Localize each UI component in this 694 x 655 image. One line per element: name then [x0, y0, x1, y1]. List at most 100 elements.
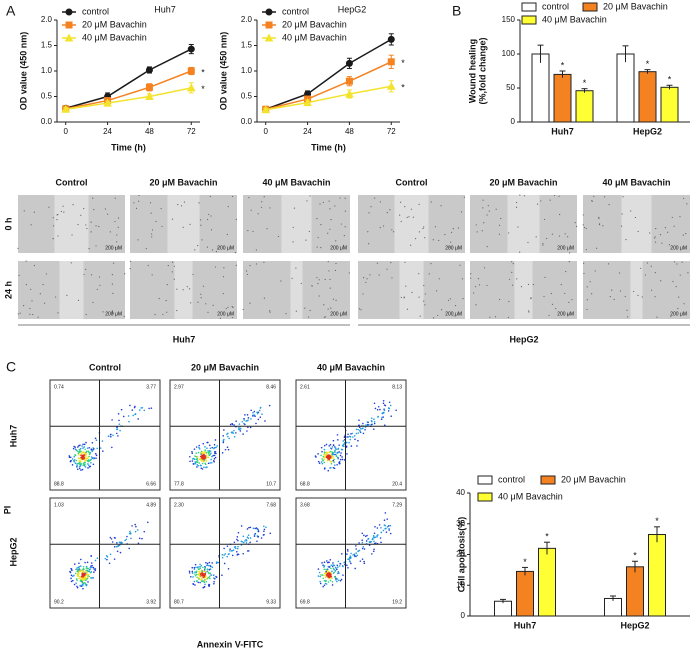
- cell-speck: [404, 205, 406, 208]
- cell-speck: [474, 286, 477, 288]
- cytometry-dot: [329, 579, 332, 582]
- cytometry-dot: [76, 579, 78, 582]
- y-tick-label: 20: [456, 550, 465, 559]
- cytometry-dot: [339, 454, 342, 457]
- cytometry-dot: [79, 458, 82, 460]
- cell-speck: [145, 248, 147, 250]
- cell-speck: [177, 204, 179, 206]
- cytometry-dot: [247, 417, 250, 419]
- cytometry-dot: [208, 561, 211, 564]
- cell-speck: [622, 196, 624, 198]
- cell-speck: [598, 216, 600, 218]
- cytometry-dot: [235, 432, 237, 434]
- cytometry-dot: [204, 446, 206, 448]
- cytometry-dot: [341, 565, 344, 567]
- cell-speck: [676, 263, 678, 265]
- cell-speck: [406, 308, 409, 310]
- cell-speck: [334, 205, 336, 207]
- cytometry-dot: [325, 443, 328, 446]
- cytometry-dot: [83, 578, 86, 581]
- cell-speck: [66, 294, 68, 296]
- cell-speck: [438, 278, 440, 280]
- cell-speck: [444, 234, 446, 236]
- cytometry-dot: [318, 462, 321, 465]
- scale-label: 200 μM: [105, 311, 122, 317]
- cell-speck: [449, 298, 451, 300]
- cell-speck: [37, 316, 39, 318]
- cytometry-dot: [224, 553, 227, 555]
- cytometry-dot: [95, 439, 98, 442]
- cytometry-dot: [93, 568, 95, 570]
- cytometry-dot: [325, 560, 328, 562]
- cytometry-dot: [80, 576, 82, 579]
- cell-speck: [586, 299, 588, 301]
- cytometry-dot: [244, 414, 246, 416]
- wound-gap: [399, 261, 424, 319]
- cytometry-dot: [110, 538, 113, 540]
- cell-speck: [368, 243, 370, 245]
- cytometry-dot: [322, 585, 324, 588]
- cell-speck: [609, 295, 611, 298]
- cytometry-dot: [213, 454, 216, 457]
- cytometry-dot: [373, 422, 376, 425]
- cytometry-dot: [263, 530, 265, 533]
- cytometry-dot: [333, 564, 336, 567]
- cytometry-dot: [359, 427, 362, 430]
- cytometry-dot: [83, 443, 86, 446]
- cytometry-dot: [191, 570, 194, 573]
- cytometry-dot: [76, 450, 79, 452]
- cell-speck: [664, 227, 667, 229]
- marker: [303, 98, 312, 107]
- cytometry-dot: [195, 458, 198, 461]
- cell-speck: [151, 236, 153, 238]
- cell-speck: [85, 224, 87, 226]
- quadrant-value: 10.7: [266, 481, 276, 487]
- cell-speck: [366, 278, 368, 280]
- cell-speck: [536, 203, 539, 205]
- cell-speck: [450, 231, 453, 233]
- cell-speck: [188, 288, 191, 290]
- cytometry-dot: [332, 564, 334, 566]
- group-label: Huh7: [173, 334, 196, 344]
- cytometry-dot: [209, 568, 212, 571]
- cytometry-dot: [78, 465, 81, 468]
- cell-speck: [475, 304, 477, 306]
- cytometry-dot: [364, 535, 367, 538]
- cell-speck: [430, 263, 432, 265]
- cytometry-dot: [204, 583, 206, 586]
- cytometry-dot: [113, 545, 116, 548]
- cell-speck: [482, 207, 484, 209]
- cytometry-dot: [203, 580, 205, 582]
- cytometry-dot: [106, 558, 108, 561]
- cell-speck: [543, 218, 546, 221]
- cytometry-dot: [354, 555, 356, 558]
- cell-speck: [323, 316, 325, 318]
- cell-speck: [207, 311, 209, 313]
- cytometry-dot: [372, 534, 375, 537]
- cytometry-dot: [252, 411, 254, 414]
- bar: [638, 71, 657, 123]
- cytometry-dot: [116, 428, 119, 431]
- legend-swatch: [521, 15, 537, 25]
- cytometry-dot: [357, 432, 360, 434]
- row-label: 24 h: [3, 281, 13, 299]
- group-label: HepG2: [509, 334, 538, 344]
- series-line: [265, 85, 392, 111]
- cytometry-dot: [373, 536, 376, 539]
- cytometry-dot: [86, 561, 89, 564]
- cytometry-dot: [209, 450, 212, 452]
- cytometry-dot: [322, 564, 324, 566]
- cytometry-dot: [204, 575, 207, 577]
- cell-speck: [33, 211, 35, 213]
- cytometry-dot: [82, 443, 84, 446]
- cell-speck: [123, 315, 125, 317]
- cell-speck: [318, 279, 320, 281]
- cell-speck: [232, 306, 234, 309]
- cell-speck: [190, 302, 192, 304]
- cytometry-dot: [208, 575, 211, 578]
- cytometry-dot: [327, 581, 330, 583]
- cytometry-dot: [323, 456, 325, 459]
- cytometry-dot: [243, 419, 245, 421]
- cytometry-dot: [383, 524, 386, 526]
- cytometry-dot: [221, 574, 223, 576]
